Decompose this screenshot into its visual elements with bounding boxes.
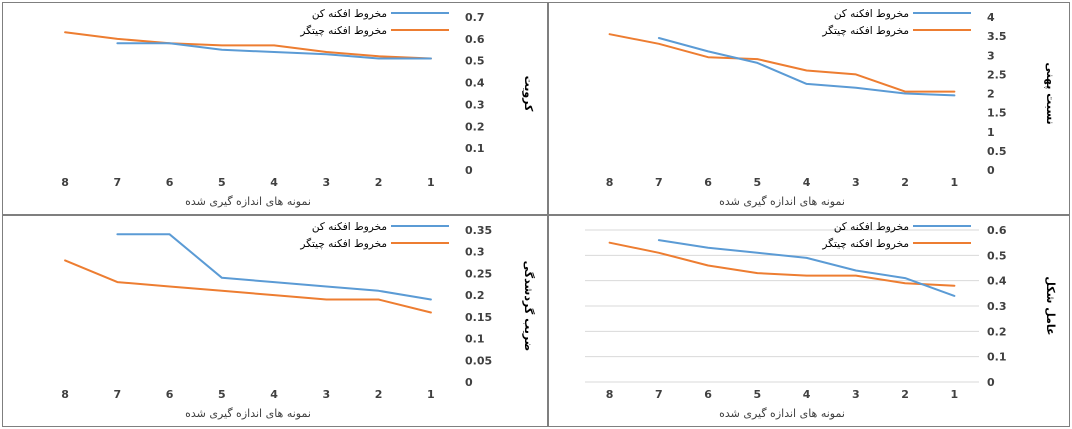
- x-tick-label: 6: [704, 176, 712, 189]
- x-tick-label: 5: [218, 388, 226, 401]
- x-tick-label: 8: [606, 176, 614, 189]
- x-tick-label: 4: [803, 388, 811, 401]
- y-tick-label: 0.35: [465, 224, 492, 237]
- y-tick-label: 0.2: [465, 120, 485, 133]
- x-tick-label: 2: [901, 176, 909, 189]
- series-line-chitgar: [608, 241, 956, 287]
- y-axis-title: ضریب گردشدگی: [522, 261, 535, 352]
- series-line-chitgar: [64, 31, 432, 60]
- x-tick-label: 2: [901, 388, 909, 401]
- legend-label: مخروط افکنه کن: [834, 8, 909, 20]
- y-tick-label: 0.3: [465, 246, 485, 259]
- x-tick-label: 1: [427, 388, 435, 401]
- x-tick-label: 3: [852, 388, 860, 401]
- legend-label: مخروط افکنه چیتگر: [821, 237, 909, 250]
- x-tick-label: 8: [61, 388, 69, 401]
- x-tick-label: 7: [114, 176, 122, 189]
- x-tick-label: 4: [803, 176, 811, 189]
- x-tick-label: 8: [606, 388, 614, 401]
- y-tick-label: 0: [465, 164, 473, 177]
- x-tick-label: 6: [166, 176, 174, 189]
- y-tick-label: 0.1: [465, 333, 485, 346]
- line-chart-svg: 0 0.5 1 1.5 2 2.5 3 3.5 4 8 7 6 5 4 3 2 1 نمونه های انداز…: [606, 8, 1057, 208]
- legend-label: مخروط افکنه چیتگر: [299, 24, 387, 37]
- x-tick-label: 2: [375, 176, 383, 189]
- line-chart-svg: 0 0.05 0.1 0.15 0.2 0.25 0.3 0.35 8 7 6 5 4 3 2 1 نمونه …: [61, 221, 535, 420]
- y-tick-label: 2: [987, 88, 995, 101]
- series-line-chitgar: [64, 259, 432, 314]
- y-axis-title: نسبت پهنی: [1044, 62, 1057, 124]
- y-tick-label: 3: [987, 49, 995, 62]
- y-tick-label: 1.5: [987, 107, 1007, 120]
- legend-label: مخروط افکنه کن: [834, 221, 909, 233]
- y-tick-label: 0.25: [465, 267, 492, 280]
- legend-label: مخروط افکنه چیتگر: [821, 24, 909, 37]
- legend-label: مخروط افکنه کن: [312, 221, 387, 233]
- chart-panel: 0 0.5 1 1.5 2 2.5 3 3.5 4 8 7 6 5 4 3 2 1 نمونه های انداز…: [548, 2, 1070, 215]
- x-tick-label: 5: [754, 176, 762, 189]
- x-axis-title: نمونه های اندازه گیری شده: [185, 407, 311, 420]
- x-tick-label: 7: [655, 176, 663, 189]
- x-tick-label: 1: [427, 176, 435, 189]
- x-tick-label: 6: [166, 388, 174, 401]
- y-tick-label: 0.3: [465, 98, 485, 111]
- y-tick-label: 0.4: [465, 77, 485, 90]
- x-tick-label: 7: [114, 388, 122, 401]
- x-tick-label: 5: [754, 388, 762, 401]
- y-tick-label: 4: [987, 11, 995, 24]
- x-tick-label: 8: [61, 176, 69, 189]
- y-tick-label: 0: [465, 376, 473, 389]
- chart-panel: 0 0.1 0.2 0.3 0.4 0.5 0.6 0.7 8 7 6 5 4 3 2 1 نمونه های …: [2, 2, 548, 215]
- x-tick-label: 6: [704, 388, 712, 401]
- y-tick-label: 3.5: [987, 30, 1007, 43]
- y-tick-label: 0.6: [465, 33, 485, 46]
- y-tick-label: 0.15: [465, 311, 492, 324]
- chart-panel: 0 0.1 0.2 0.3 0.4 0.5 0.6 8 7 6 5 4 3 2 1 نمونه های اند…: [548, 215, 1070, 427]
- x-tick-label: 1: [951, 388, 959, 401]
- x-tick-label: 4: [270, 176, 278, 189]
- x-axis-title: نمونه های اندازه گیری شده: [185, 195, 311, 208]
- x-tick-label: 4: [270, 388, 278, 401]
- chart-panel: 0 0.05 0.1 0.15 0.2 0.25 0.3 0.35 8 7 6 5 4 3 2 1 نمونه …: [2, 215, 548, 427]
- x-axis-title: نمونه های اندازه گیری شده: [719, 407, 845, 420]
- y-tick-label: 1: [987, 126, 995, 139]
- y-tick-label: 0: [987, 164, 995, 177]
- y-tick-label: 2.5: [987, 68, 1007, 81]
- y-tick-label: 0.2: [987, 325, 1007, 338]
- y-tick-label: 0.3: [987, 300, 1007, 313]
- y-tick-label: 0.5: [465, 55, 485, 68]
- line-chart-svg: 0 0.1 0.2 0.3 0.4 0.5 0.6 8 7 6 5 4 3 2 1 نمونه های اند…: [585, 221, 1057, 420]
- y-tick-label: 0.1: [987, 351, 1007, 364]
- y-tick-label: 0.5: [987, 249, 1007, 262]
- x-tick-label: 7: [655, 388, 663, 401]
- y-tick-label: 0: [987, 376, 995, 389]
- y-tick-label: 0.5: [987, 145, 1007, 158]
- y-tick-label: 0.1: [465, 142, 485, 155]
- y-tick-label: 0.6: [987, 224, 1007, 237]
- y-tick-label: 0.05: [465, 354, 492, 367]
- y-tick-label: 0.2: [465, 289, 485, 302]
- y-axis-title: عامل شکل: [1044, 276, 1057, 335]
- y-axis-title: کرویت: [522, 76, 535, 112]
- x-tick-label: 3: [852, 176, 860, 189]
- legend-label: مخروط افکنه کن: [312, 8, 387, 20]
- x-tick-label: 3: [323, 388, 331, 401]
- series-line-kan: [657, 239, 956, 297]
- legend-label: مخروط افکنه چیتگر: [299, 237, 387, 250]
- x-tick-label: 2: [375, 388, 383, 401]
- series-line-chitgar: [608, 33, 956, 93]
- x-tick-label: 5: [218, 176, 226, 189]
- x-axis-title: نمونه های اندازه گیری شده: [719, 195, 845, 208]
- series-line-kan: [657, 37, 956, 97]
- x-tick-label: 1: [951, 176, 959, 189]
- y-tick-label: 0.4: [987, 275, 1007, 288]
- line-chart-svg: 0 0.1 0.2 0.3 0.4 0.5 0.6 0.7 8 7 6 5 4 3 2 1 نمونه های …: [61, 8, 535, 208]
- y-tick-label: 0.7: [465, 11, 485, 24]
- x-tick-label: 3: [323, 176, 331, 189]
